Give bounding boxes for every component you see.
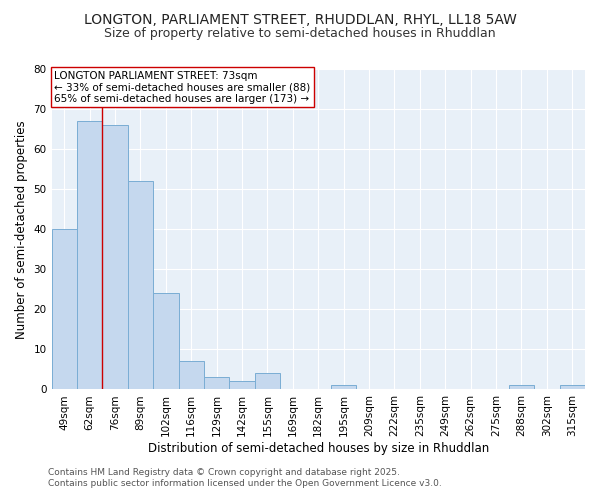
Bar (255, 374, 280, 390)
Text: Contains HM Land Registry data © Crown copyright and database right 2025.
Contai: Contains HM Land Registry data © Crown c… (48, 468, 442, 487)
Y-axis label: Number of semi-detached properties: Number of semi-detached properties (15, 120, 28, 338)
Bar (52, 229, 77, 390)
Text: Size of property relative to semi-detached houses in Rhuddlan: Size of property relative to semi-detach… (104, 28, 496, 40)
X-axis label: Distribution of semi-detached houses by size in Rhuddlan: Distribution of semi-detached houses by … (148, 442, 489, 455)
Bar (153, 294, 179, 390)
Bar (103, 125, 128, 390)
Bar (331, 386, 356, 390)
Bar (128, 181, 153, 390)
Bar (204, 378, 229, 390)
Bar (560, 386, 585, 390)
Text: LONGTON, PARLIAMENT STREET, RHUDDLAN, RHYL, LL18 5AW: LONGTON, PARLIAMENT STREET, RHUDDLAN, RH… (83, 12, 517, 26)
Bar (77, 121, 103, 390)
Bar (229, 382, 255, 390)
Bar (509, 386, 534, 390)
Text: LONGTON PARLIAMENT STREET: 73sqm
← 33% of semi-detached houses are smaller (88)
: LONGTON PARLIAMENT STREET: 73sqm ← 33% o… (54, 70, 310, 104)
Bar (179, 362, 204, 390)
